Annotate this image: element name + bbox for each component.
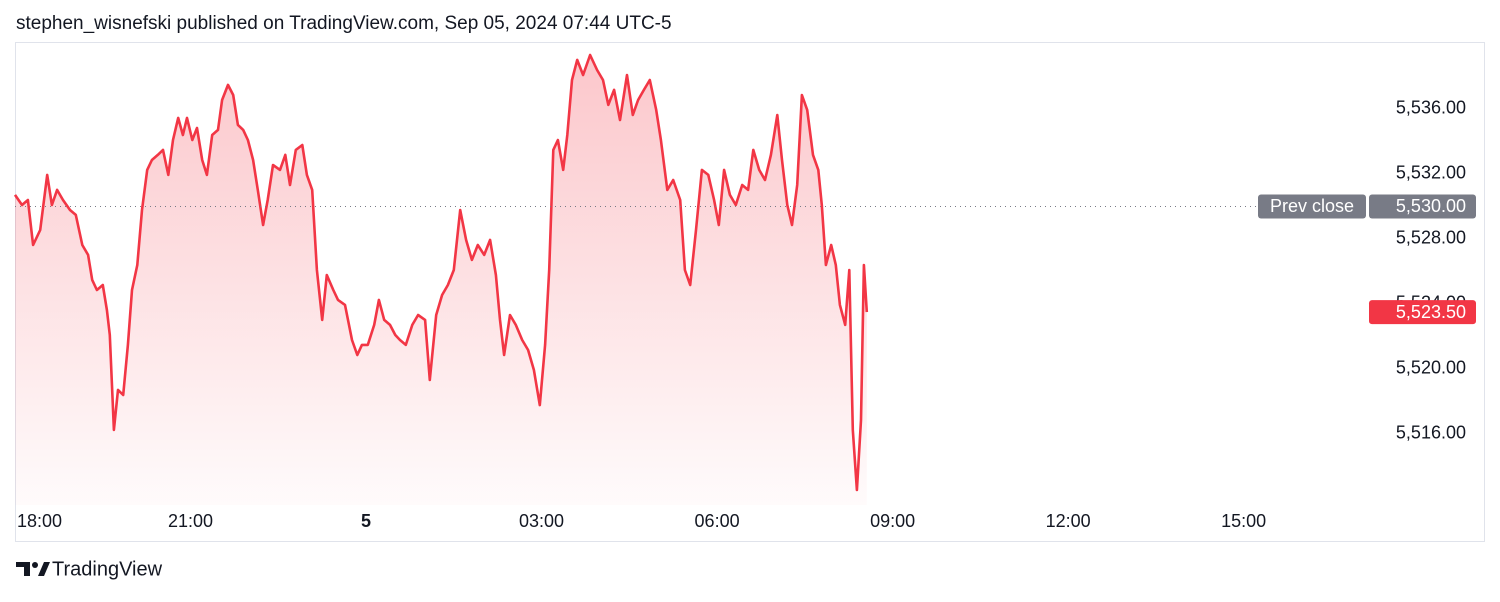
price-line	[13, 53, 869, 492]
x-tick-label: 18:00	[17, 511, 62, 531]
prev-close-badge	[1258, 194, 1366, 219]
header-text: stephen_wisnefski published on TradingVi…	[16, 13, 672, 34]
last-price-label: 5,523.50	[1396, 302, 1466, 322]
x-tick-label: 15:00	[1221, 511, 1266, 531]
x-tick-label: 06:00	[695, 511, 740, 531]
prev-close-value-badge	[1369, 194, 1476, 219]
x-tick-label: 09:00	[870, 511, 915, 531]
y-tick-label: 5,516.00	[1396, 423, 1466, 443]
y-tick-label: 5,520.00	[1396, 358, 1466, 378]
last-price-badge	[1369, 300, 1476, 325]
x-tick-label: 12:00	[1046, 511, 1091, 531]
x-tick-label: 21:00	[168, 511, 213, 531]
x-tick-label: 03:00	[519, 511, 564, 531]
y-tick-label: 5,528.00	[1396, 228, 1466, 248]
y-tick-label: 5,532.00	[1396, 163, 1466, 183]
y-tick-label: 5,536.00	[1396, 98, 1466, 118]
tradingview-logo	[16, 562, 50, 576]
prev-close-label: Prev close	[1270, 196, 1354, 216]
footer-brand: TradingView	[52, 558, 163, 580]
prev-close-value: 5,530.00	[1396, 196, 1466, 216]
x-tick-label: 5	[361, 511, 371, 531]
area-fill	[15, 55, 867, 505]
